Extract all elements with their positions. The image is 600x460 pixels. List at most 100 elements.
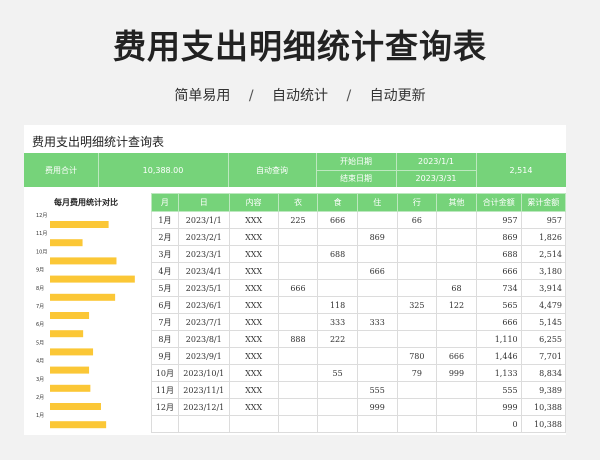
table-cell[interactable]: 555 [475,381,522,399]
table-cell[interactable]: XXX [228,262,279,280]
table-cell[interactable] [277,398,319,416]
table-cell[interactable] [436,228,477,246]
table-cell[interactable]: 565 [475,296,522,314]
table-cell[interactable]: 9月 [151,347,179,365]
table-cell[interactable]: 999 [436,364,477,382]
table-cell[interactable]: 8月 [151,330,179,348]
table-cell[interactable]: 666 [436,347,477,365]
table-cell[interactable] [396,313,438,331]
start-date-value[interactable]: 2023/1/1 [418,157,454,166]
table-cell[interactable]: 3,914 [520,279,566,297]
table-cell[interactable] [396,245,438,263]
table-cell[interactable]: 6月 [151,296,179,314]
table-cell[interactable] [356,211,398,229]
table-cell[interactable]: XXX [228,245,279,263]
table-cell[interactable]: 1,133 [475,364,522,382]
table-cell[interactable]: 225 [277,211,319,229]
end-date-value[interactable]: 2023/3/31 [415,174,457,183]
table-cell[interactable] [356,330,398,348]
table-cell[interactable] [436,398,477,416]
table-cell[interactable] [317,398,358,416]
table-cell[interactable] [356,364,398,382]
table-cell[interactable] [396,279,438,297]
table-cell[interactable]: 666 [356,262,398,280]
table-cell[interactable]: 4月 [151,262,179,280]
table-cell[interactable] [396,415,438,433]
column-header[interactable]: 行 [396,193,438,212]
table-cell[interactable]: 1,826 [520,228,566,246]
table-cell[interactable]: 2023/11/1 [177,381,230,399]
table-cell[interactable]: 2023/7/1 [177,313,230,331]
table-cell[interactable] [151,415,179,433]
table-cell[interactable]: 66 [396,211,438,229]
table-cell[interactable]: 2023/8/1 [177,330,230,348]
table-cell[interactable] [277,296,319,314]
table-cell[interactable]: 2月 [151,228,179,246]
table-cell[interactable]: 869 [356,228,398,246]
column-header[interactable]: 内容 [228,193,279,212]
table-cell[interactable]: 5月 [151,279,179,297]
table-cell[interactable] [277,364,319,382]
table-cell[interactable]: XXX [228,313,279,331]
table-cell[interactable] [277,347,319,365]
table-cell[interactable] [317,415,358,433]
column-header[interactable]: 月 [151,193,179,212]
table-cell[interactable]: 688 [475,245,522,263]
table-cell[interactable] [277,245,319,263]
table-cell[interactable]: XXX [228,381,279,399]
table-cell[interactable]: 0 [475,415,522,433]
table-cell[interactable]: 957 [475,211,522,229]
table-cell[interactable]: 325 [396,296,438,314]
table-cell[interactable]: 9,389 [520,381,566,399]
column-header[interactable]: 食 [317,193,358,212]
table-cell[interactable]: 118 [317,296,358,314]
column-header[interactable]: 合计金额 [475,193,522,212]
table-cell[interactable]: XXX [228,296,279,314]
table-cell[interactable]: 10月 [151,364,179,382]
table-cell[interactable]: 666 [475,313,522,331]
table-cell[interactable]: 333 [356,313,398,331]
table-cell[interactable]: 3,180 [520,262,566,280]
table-cell[interactable] [356,245,398,263]
table-cell[interactable]: 2023/2/1 [177,228,230,246]
table-cell[interactable] [396,398,438,416]
table-cell[interactable]: XXX [228,279,279,297]
column-header[interactable]: 其他 [436,193,477,212]
table-cell[interactable]: XXX [228,228,279,246]
table-cell[interactable]: 2023/12/1 [177,398,230,416]
total-value[interactable]: 10,388.00 [142,165,184,175]
table-cell[interactable]: 2023/10/1 [177,364,230,382]
table-cell[interactable] [436,245,477,263]
table-cell[interactable]: 734 [475,279,522,297]
table-cell[interactable]: 122 [436,296,477,314]
table-cell[interactable]: 55 [317,364,358,382]
table-cell[interactable]: 5,145 [520,313,566,331]
table-cell[interactable] [356,415,398,433]
table-cell[interactable]: 68 [436,279,477,297]
table-cell[interactable]: XXX [228,211,279,229]
table-cell[interactable]: XXX [228,330,279,348]
table-cell[interactable]: 1月 [151,211,179,229]
table-cell[interactable]: XXX [228,364,279,382]
table-cell[interactable]: 333 [317,313,358,331]
table-cell[interactable] [436,330,477,348]
table-cell[interactable]: 888 [277,330,319,348]
table-cell[interactable] [436,313,477,331]
table-cell[interactable] [356,279,398,297]
table-cell[interactable]: 780 [396,347,438,365]
table-cell[interactable]: XXX [228,347,279,365]
table-cell[interactable] [356,347,398,365]
table-cell[interactable] [396,262,438,280]
table-cell[interactable]: 8,834 [520,364,566,382]
table-cell[interactable] [228,415,279,433]
table-cell[interactable] [436,381,477,399]
table-cell[interactable] [177,415,230,433]
table-cell[interactable]: 2023/4/1 [177,262,230,280]
table-cell[interactable]: 4,479 [520,296,566,314]
table-cell[interactable]: 7,701 [520,347,566,365]
table-cell[interactable] [317,228,358,246]
table-cell[interactable]: 1,110 [475,330,522,348]
table-cell[interactable] [317,381,358,399]
table-cell[interactable]: 11月 [151,381,179,399]
table-cell[interactable]: 1,446 [475,347,522,365]
